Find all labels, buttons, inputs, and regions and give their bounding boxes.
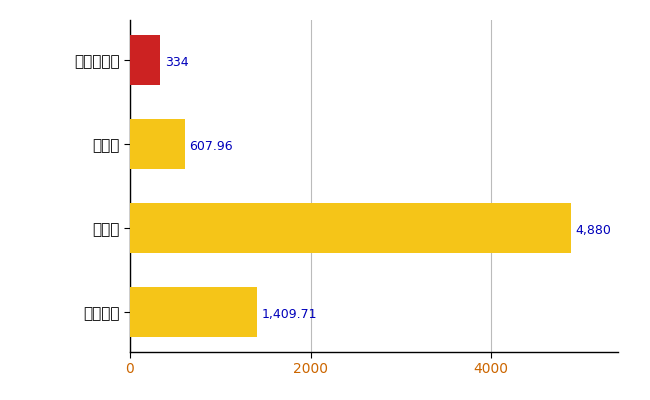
Bar [130,287,257,337]
Text: 607.96: 607.96 [189,140,233,153]
Text: 4,880: 4,880 [575,224,611,237]
Text: 1,409.71: 1,409.71 [262,308,317,321]
Bar [130,35,160,85]
Bar [130,203,571,253]
Bar [130,119,185,169]
Text: 334: 334 [164,56,188,69]
